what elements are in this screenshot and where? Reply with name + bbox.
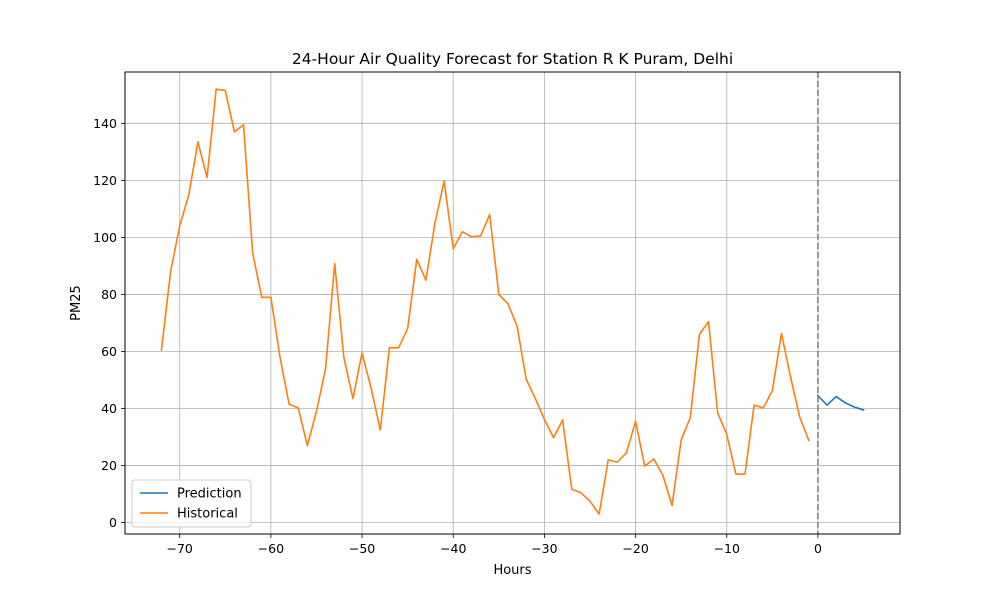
legend: Prediction Historical <box>131 479 252 528</box>
x-tick-label: −30 <box>531 541 557 556</box>
y-tick-label: 0 <box>109 515 117 530</box>
x-tick-label: −10 <box>714 541 740 556</box>
series-line-prediction <box>816 394 865 411</box>
y-tick-label: 40 <box>101 401 117 416</box>
y-tick-label: 60 <box>101 344 117 359</box>
x-tick-label: 0 <box>814 541 822 556</box>
y-tick-label: 140 <box>93 116 117 131</box>
series-line-historical <box>160 88 810 515</box>
y-tick-label: 100 <box>93 230 117 245</box>
x-tick-label: −40 <box>440 541 466 556</box>
legend-box <box>131 479 252 528</box>
chart-title: 24-Hour Air Quality Forecast for Station… <box>292 50 733 68</box>
x-tick-label: −60 <box>258 541 284 556</box>
y-tick-label: 120 <box>93 173 117 188</box>
x-axis-label: Hours <box>493 563 531 578</box>
y-axis-label: PM25 <box>69 285 84 321</box>
x-tick-label: −70 <box>167 541 193 556</box>
y-tick-label: 20 <box>101 458 117 473</box>
series-lines <box>160 88 865 515</box>
y-tick-label: 80 <box>101 287 117 302</box>
axis-ticks: −70 −60 −50 −40 −30 −20 −10 0 0 20 40 60 80 100 120 140 <box>93 116 822 556</box>
x-tick-label: −20 <box>622 541 648 556</box>
legend-label-historical: Historical <box>177 507 238 522</box>
plot-frame <box>124 71 901 535</box>
x-tick-label: −50 <box>349 541 375 556</box>
legend-label-prediction: Prediction <box>177 487 242 502</box>
